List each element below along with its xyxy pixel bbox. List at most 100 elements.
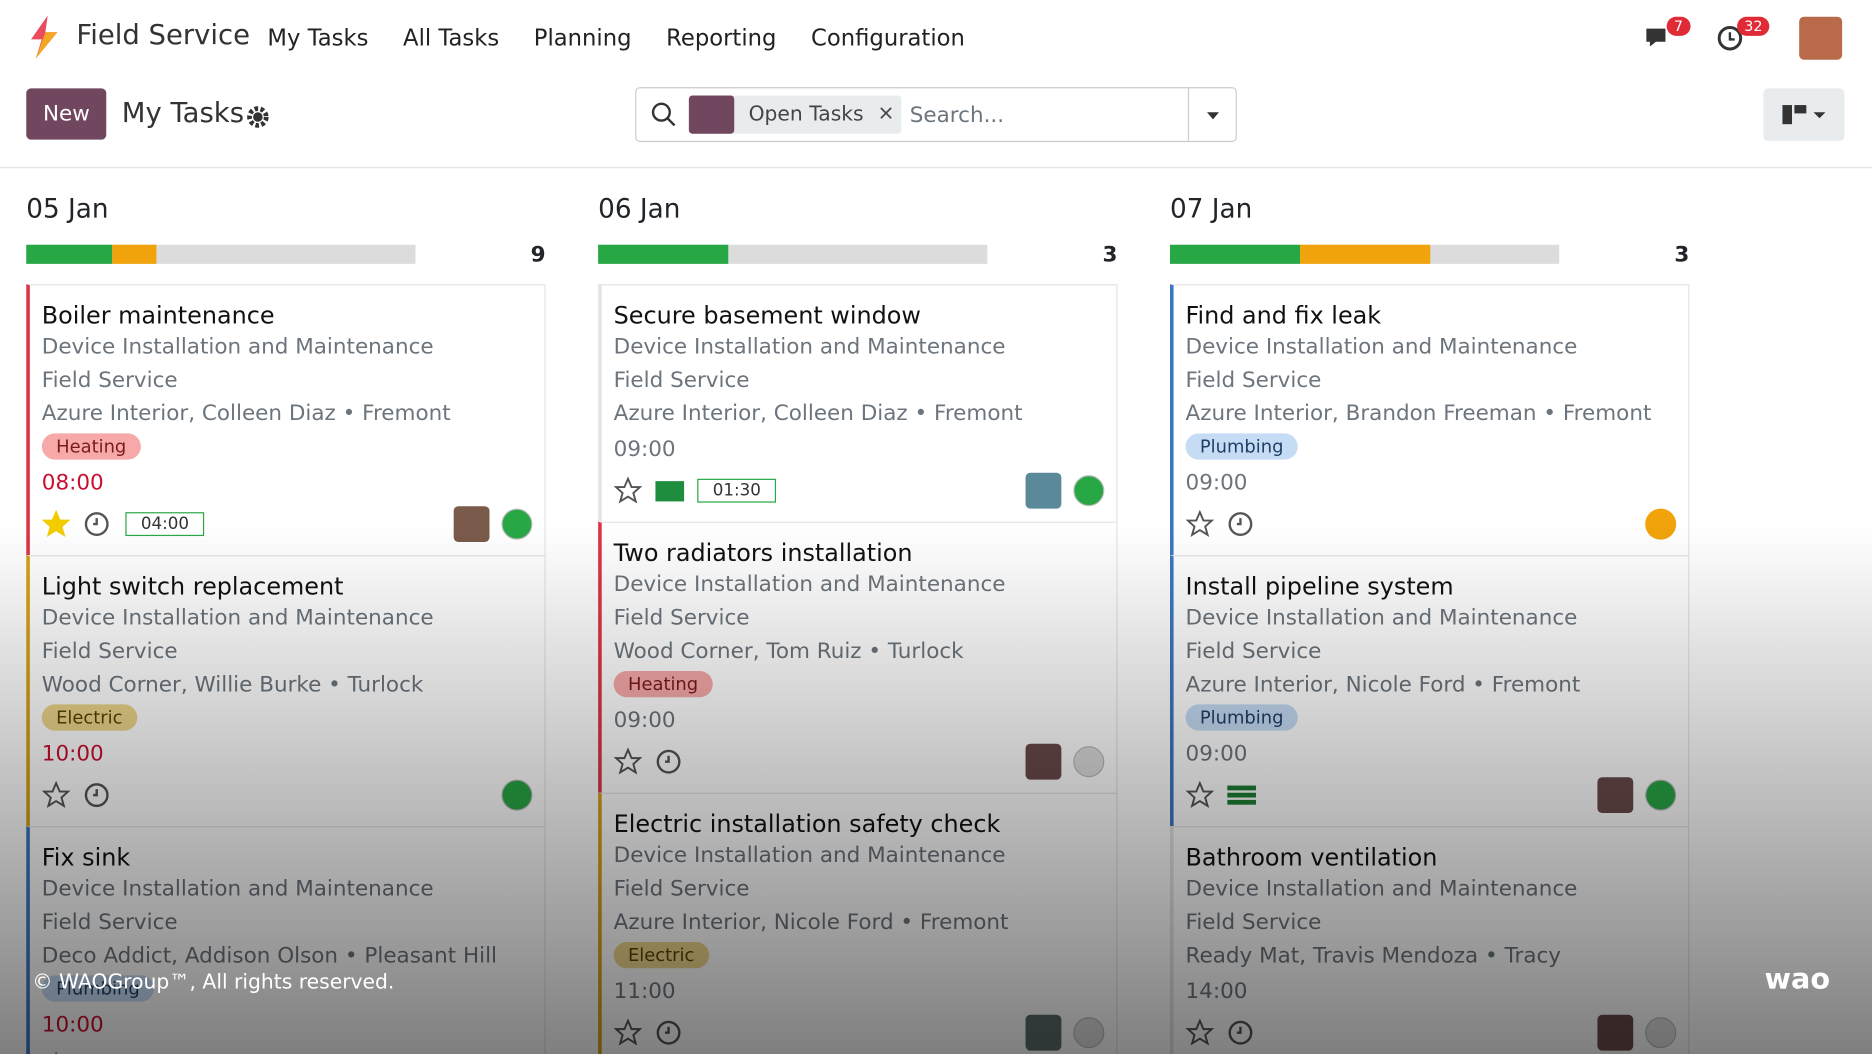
status-dot[interactable] bbox=[501, 779, 533, 811]
clock-icon[interactable] bbox=[654, 1018, 685, 1047]
status-dot[interactable] bbox=[1073, 746, 1105, 778]
progress-segment bbox=[26, 244, 113, 264]
task-title: Find and fix leak bbox=[1185, 300, 1382, 330]
brand: wao bbox=[1764, 962, 1831, 996]
clock-icon[interactable] bbox=[82, 781, 113, 810]
card-footer bbox=[1185, 503, 1677, 546]
task-card[interactable]: Boiler maintenance Device Installation an… bbox=[26, 284, 546, 557]
task-tag: Plumbing bbox=[1185, 433, 1298, 460]
star-icon[interactable] bbox=[41, 780, 71, 810]
clock-icon[interactable] bbox=[1226, 510, 1257, 539]
card-footer bbox=[613, 1011, 1105, 1054]
clock-icon[interactable] bbox=[82, 510, 113, 539]
progress-segment bbox=[1170, 244, 1301, 264]
menu-item[interactable]: Reporting bbox=[666, 25, 777, 52]
task-customer: Azure Interior, Colleen Diaz • Fremont bbox=[41, 401, 451, 427]
task-project: Device Installation and Maintenance bbox=[41, 334, 434, 360]
task-tag: Plumbing bbox=[1185, 704, 1298, 731]
mail-icon[interactable] bbox=[654, 476, 685, 505]
star-icon[interactable] bbox=[613, 747, 643, 776]
assignee-avatar bbox=[1597, 1014, 1634, 1051]
column-count: 9 bbox=[530, 242, 546, 268]
task-card[interactable]: Find and fix leak Device Installation and… bbox=[1170, 284, 1690, 557]
card-list: Secure basement window Device Installatio… bbox=[598, 284, 1118, 1054]
gear-icon[interactable] bbox=[246, 105, 270, 129]
task-card[interactable]: Install pipeline system Device Installati… bbox=[1170, 555, 1690, 828]
star-icon[interactable] bbox=[41, 509, 71, 539]
task-card[interactable]: Fix sink Device Installation and Maintena… bbox=[26, 826, 546, 1054]
star bbox=[41, 780, 71, 808]
status-dot[interactable] bbox=[501, 508, 533, 540]
list-bar bbox=[1227, 785, 1256, 791]
menu-item[interactable]: Configuration bbox=[811, 25, 965, 52]
star-icon[interactable] bbox=[1185, 1018, 1215, 1047]
star-icon[interactable] bbox=[613, 476, 643, 505]
card-footer: 01:30 bbox=[613, 469, 1105, 512]
search-icon bbox=[651, 102, 676, 127]
task-card[interactable]: Secure basement window Device Installatio… bbox=[598, 284, 1118, 523]
column-count: 3 bbox=[1674, 242, 1690, 268]
status-dot[interactable] bbox=[1645, 779, 1677, 811]
task-time: 08:00 bbox=[41, 470, 104, 496]
messages-icon[interactable] bbox=[1643, 24, 1674, 53]
status-dot[interactable] bbox=[1073, 1017, 1105, 1049]
task-title: Light switch replacement bbox=[41, 571, 344, 601]
facet-remove[interactable]: × bbox=[877, 101, 895, 126]
status-dot[interactable] bbox=[1645, 1017, 1677, 1049]
navbar: Field Service My Tasks All Tasks Planning R… bbox=[0, 0, 1872, 76]
task-card[interactable]: Bathroom ventilation Device Installation … bbox=[1170, 826, 1690, 1054]
task-company: Field Service bbox=[1185, 367, 1322, 393]
clock-icon[interactable] bbox=[1226, 1018, 1257, 1047]
warning-icon bbox=[1645, 508, 1677, 540]
user-avatar[interactable] bbox=[1799, 16, 1843, 60]
task-project: Device Installation and Maintenance bbox=[1185, 605, 1578, 631]
star-icon[interactable] bbox=[1185, 509, 1215, 539]
list-icon[interactable] bbox=[1226, 781, 1257, 810]
task-card[interactable]: Light switch replacement Device Installat… bbox=[26, 555, 546, 828]
clock-icon[interactable] bbox=[654, 747, 685, 776]
menu-item[interactable]: All Tasks bbox=[403, 25, 500, 52]
star bbox=[1185, 780, 1215, 808]
app-name[interactable]: Field Service bbox=[76, 20, 251, 52]
star-icon[interactable] bbox=[613, 1018, 643, 1047]
assignee-avatar bbox=[453, 506, 490, 543]
new-button[interactable]: New bbox=[26, 88, 107, 140]
messages-badge: 7 bbox=[1666, 16, 1691, 36]
star-icon[interactable] bbox=[1185, 780, 1215, 810]
task-project: Device Installation and Maintenance bbox=[41, 605, 434, 631]
card-footer bbox=[1185, 1011, 1677, 1054]
menu-item[interactable]: Planning bbox=[533, 25, 632, 52]
task-customer: Azure Interior, Colleen Diaz • Fremont bbox=[613, 401, 1023, 427]
card-footer: 04:00 bbox=[41, 503, 533, 546]
progress-bar bbox=[1170, 244, 1560, 264]
menu: My Tasks All Tasks Planning Reporting Config… bbox=[267, 25, 999, 51]
task-card[interactable]: Two radiators installation Device Install… bbox=[598, 521, 1118, 794]
task-company: Field Service bbox=[1185, 638, 1322, 664]
task-project: Device Installation and Maintenance bbox=[1185, 334, 1578, 360]
clock-hands bbox=[664, 755, 670, 763]
task-company: Field Service bbox=[613, 876, 750, 902]
search-box[interactable]: Open Tasks × Search... bbox=[635, 87, 1237, 143]
task-tag: Heating bbox=[613, 670, 713, 698]
status-dot[interactable] bbox=[1073, 475, 1105, 507]
task-company: Field Service bbox=[41, 909, 178, 935]
view-switcher[interactable] bbox=[1763, 88, 1845, 141]
task-customer: Deco Addict, Addison Olson • Pleasant Hi… bbox=[41, 943, 498, 969]
clock-hands bbox=[1236, 1026, 1242, 1034]
task-card[interactable]: Electric installation safety check Device… bbox=[598, 792, 1118, 1054]
breadcrumb: My Tasks bbox=[121, 97, 245, 129]
search-toggle[interactable] bbox=[1187, 88, 1237, 141]
column-count: 3 bbox=[1102, 242, 1118, 268]
clock-hands bbox=[93, 518, 98, 526]
card-list: Boiler maintenance Device Installation an… bbox=[26, 284, 546, 1054]
task-company: Field Service bbox=[41, 638, 178, 664]
task-timer: 01:30 bbox=[697, 478, 777, 503]
activities-icon[interactable] bbox=[1716, 24, 1747, 55]
clock-hands bbox=[664, 1026, 670, 1034]
app-logo bbox=[31, 15, 58, 59]
task-time: 09:00 bbox=[1185, 741, 1248, 767]
task-customer: Azure Interior, Brandon Freeman • Fremon… bbox=[1185, 401, 1652, 427]
menu-item[interactable]: My Tasks bbox=[267, 25, 369, 52]
task-company: Field Service bbox=[613, 367, 750, 393]
